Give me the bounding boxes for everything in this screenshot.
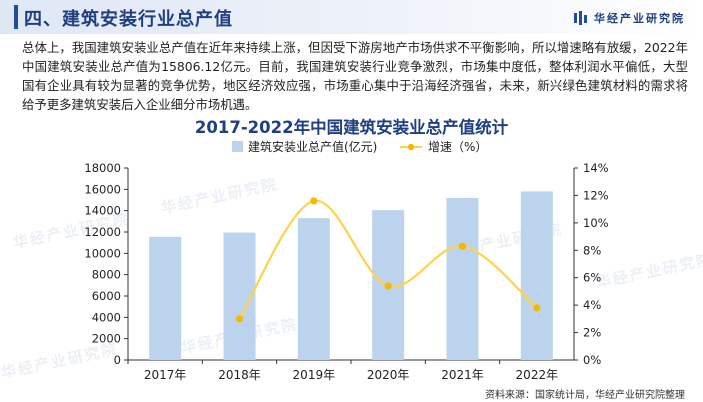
section-header: 四、建筑安装行业总产值 华经产业研究院 (0, 0, 703, 34)
growth-rate-point-4 (458, 242, 467, 250)
y2-tick-label: 12% (583, 188, 609, 202)
growth-rate-point-1 (235, 315, 244, 323)
growth-rate-point-5 (533, 304, 541, 312)
y-tick-label: 2000 (92, 332, 121, 346)
y-tick-label: 18000 (84, 161, 121, 175)
growth-rate-point-3 (384, 282, 392, 290)
x-tick-label: 2019年 (293, 368, 336, 382)
y-tick-label: 16000 (84, 182, 121, 196)
y-tick-label: 6000 (92, 289, 121, 303)
brand-logo: 华经产业研究院 (574, 10, 685, 26)
legend-bar-swatch (232, 141, 243, 152)
y2-tick-label: 4% (583, 298, 601, 312)
y-tick-label: 10000 (84, 246, 121, 260)
chart-title: 2017-2022年中国建筑安装业总产值统计 (194, 118, 509, 137)
y2-tick-label: 10% (583, 216, 609, 230)
x-tick-label: 2018年 (218, 368, 261, 382)
y-tick-label: 14000 (84, 204, 121, 218)
legend-bar-label: 建筑安装业总产值(亿元) (248, 139, 377, 154)
x-tick-label: 2017年 (144, 368, 187, 382)
y2-tick-label: 8% (583, 243, 601, 257)
bar-6 (520, 191, 553, 360)
y-tick-label: 8000 (92, 268, 121, 282)
bar-1 (149, 236, 182, 360)
header-accent-bar (14, 5, 18, 29)
x-tick-label: 2020年 (367, 368, 410, 382)
bar-3 (297, 218, 330, 360)
y-tick-label: 4000 (92, 310, 121, 324)
y2-tick-label: 14% (583, 161, 609, 175)
source-note: 资料来源：国家统计局，华经产业研究院整理 (485, 390, 685, 401)
y2-tick-label: 2% (583, 326, 601, 340)
y2-tick-label: 0% (583, 353, 601, 367)
y-tick-label: 0 (114, 353, 121, 367)
growth-rate-point-2 (310, 197, 318, 205)
section-title: 四、建筑安装行业总产值 (24, 9, 233, 30)
summary-paragraph: 总体上，我国建筑安装业总产值在近年来持续上涨，但因受下游房地产市场供求不平衡影响… (22, 40, 688, 112)
y2-tick-label: 6% (583, 271, 601, 285)
brand-logo-text: 华经产业研究院 (594, 12, 685, 25)
legend-line-label: 增速（%） (428, 140, 487, 154)
bar-logo-icon (574, 11, 588, 25)
y-tick-label: 12000 (84, 225, 121, 239)
legend-line-marker (407, 143, 415, 151)
bar-5 (446, 197, 479, 360)
x-tick-label: 2021年 (441, 368, 484, 382)
x-tick-label: 2022年 (516, 368, 559, 382)
